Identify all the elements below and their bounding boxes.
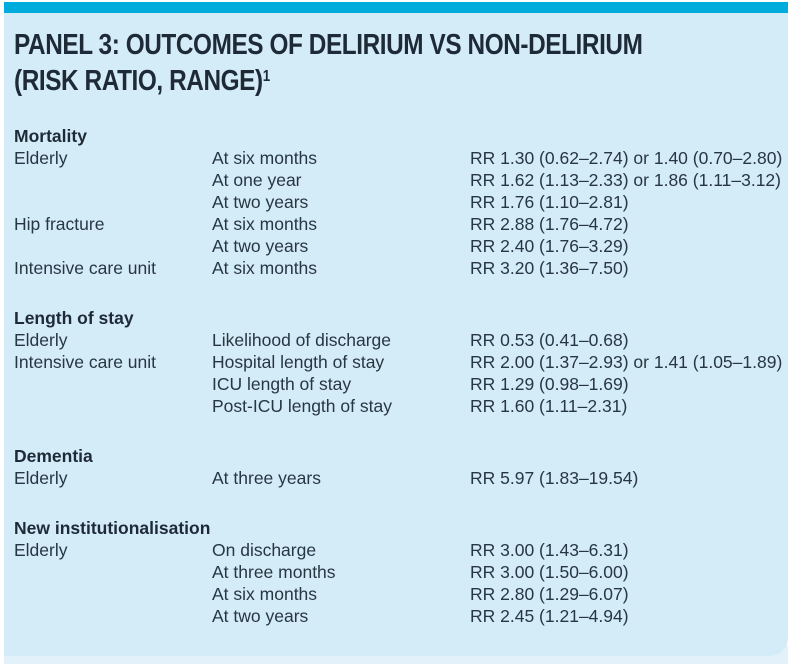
timing-cell: At one year <box>212 170 302 190</box>
outcome-section: Mortality Elderly At six months RR 1.30 … <box>14 125 783 279</box>
table-row: At one year RR 1.62 (1.13–2.33) or 1.86 … <box>14 169 781 191</box>
table-row: At three months RR 3.00 (1.50–6.00) <box>14 561 780 583</box>
risk-ratio-cell: RR 5.97 (1.83–19.54) <box>470 468 639 488</box>
table-row: ICU length of stay RR 1.29 (0.98–1.69) <box>14 373 780 395</box>
table-row: At two years RR 1.76 (1.10–2.81) <box>14 191 780 213</box>
panel-title: PANEL 3: OUTCOMES OF DELIRIUM VS NON-DEL… <box>14 27 657 99</box>
timing-cell: On discharge <box>212 540 317 560</box>
population-cell: Intensive care unit <box>14 352 157 372</box>
table-row: Elderly At three years RR 5.97 (1.83–19.… <box>14 467 780 489</box>
outcomes-panel: PANEL 3: OUTCOMES OF DELIRIUM VS NON-DEL… <box>4 13 788 656</box>
population-cell <box>14 169 212 191</box>
timing-cell: At six months <box>212 258 318 278</box>
risk-ratio-cell: RR 2.00 (1.37–2.93) or 1.41 (1.05–1.89) <box>470 352 783 372</box>
population-cell: Hip fracture <box>14 214 105 234</box>
risk-ratio-cell: RR 1.30 (0.62–2.74) or 1.40 (0.70–2.80) <box>470 148 783 168</box>
timing-cell: At two years <box>212 192 309 212</box>
timing-cell: At six months <box>212 214 318 234</box>
risk-ratio-cell: RR 1.76 (1.10–2.81) <box>470 192 629 212</box>
section-rows: Elderly At three years RR 5.97 (1.83–19.… <box>14 467 780 489</box>
table-row: At two years RR 2.45 (1.21–4.94) <box>14 605 780 627</box>
timing-cell: Hospital length of stay <box>212 352 385 372</box>
timing-cell: Likelihood of discharge <box>212 330 392 350</box>
risk-ratio-cell: RR 0.53 (0.41–0.68) <box>470 330 629 350</box>
panel-title-line1: PANEL 3: OUTCOMES OF DELIRIUM VS NON-DEL… <box>14 29 643 61</box>
risk-ratio-cell: RR 2.45 (1.21–4.94) <box>470 606 629 626</box>
panel-title-line2-text: (RISK RATIO, RANGE) <box>14 65 263 97</box>
section-heading: New institutionalisation <box>14 518 211 538</box>
risk-ratio-cell: RR 3.20 (1.36–7.50) <box>470 258 629 278</box>
population-cell <box>14 605 212 627</box>
risk-ratio-cell: RR 1.60 (1.11–2.31) <box>470 396 628 416</box>
population-cell: Elderly <box>14 330 68 350</box>
risk-ratio-cell: RR 3.00 (1.43–6.31) <box>470 540 629 560</box>
risk-ratio-cell: RR 1.29 (0.98–1.69) <box>470 374 629 394</box>
population-cell: Elderly <box>14 468 68 488</box>
outcome-section: New institutionalisation Elderly On disc… <box>14 517 780 627</box>
section-heading: Dementia <box>14 446 93 466</box>
section-heading: Mortality <box>14 126 87 146</box>
population-cell <box>14 561 212 583</box>
population-cell <box>14 191 212 213</box>
population-cell <box>14 373 212 395</box>
table-row: Elderly Likelihood of discharge RR 0.53 … <box>14 329 780 351</box>
risk-ratio-cell: RR 2.80 (1.29–6.07) <box>470 584 629 604</box>
section-rows: Elderly Likelihood of discharge RR 0.53 … <box>14 329 783 417</box>
population-cell: Elderly <box>14 148 68 168</box>
section-rows: Elderly At six months RR 1.30 (0.62–2.74… <box>14 147 783 279</box>
risk-ratio-cell: RR 2.40 (1.76–3.29) <box>470 236 629 256</box>
risk-ratio-cell: RR 1.62 (1.13–2.33) or 1.86 (1.11–3.12) <box>470 170 781 190</box>
table-row: Elderly At six months RR 1.30 (0.62–2.74… <box>14 147 783 169</box>
timing-cell: At three years <box>212 468 321 488</box>
timing-cell: At two years <box>212 606 309 626</box>
outcome-section: Length of stay Elderly Likelihood of dis… <box>14 307 783 417</box>
timing-cell: At three months <box>212 562 336 582</box>
section-rows: Elderly On discharge RR 3.00 (1.43–6.31)… <box>14 539 780 627</box>
population-cell: Intensive care unit <box>14 258 157 278</box>
outcome-section: Dementia Elderly At three years RR 5.97 … <box>14 445 780 489</box>
table-row: Hip fracture At six months RR 2.88 (1.76… <box>14 213 780 235</box>
risk-ratio-cell: RR 3.00 (1.50–6.00) <box>470 562 629 582</box>
table-row: Intensive care unit At six months RR 3.2… <box>14 257 780 279</box>
table-row: Elderly On discharge RR 3.00 (1.43–6.31) <box>14 539 780 561</box>
section-heading: Length of stay <box>14 308 134 328</box>
population-cell <box>14 583 212 605</box>
timing-cell: At six months <box>212 148 318 168</box>
reference-superscript: 1 <box>262 68 271 85</box>
table-row: Intensive care unit Hospital length of s… <box>14 351 783 373</box>
population-cell: Elderly <box>14 540 68 560</box>
risk-ratio-cell: RR 2.88 (1.76–4.72) <box>470 214 629 234</box>
timing-cell: At six months <box>212 584 318 604</box>
panel-top-accent-bar <box>4 2 788 13</box>
outcomes-table: Mortality Elderly At six months RR 1.30 … <box>14 125 783 627</box>
timing-cell: ICU length of stay <box>212 374 352 394</box>
table-row: At two years RR 2.40 (1.76–3.29) <box>14 235 780 257</box>
population-cell <box>14 235 212 257</box>
population-cell <box>14 395 212 417</box>
panel-title-line2: (RISK RATIO, RANGE)1 <box>14 63 657 99</box>
table-row: At six months RR 2.80 (1.29–6.07) <box>14 583 780 605</box>
timing-cell: At two years <box>212 236 309 256</box>
table-row: Post-ICU length of stay RR 1.60 (1.11–2.… <box>14 395 780 417</box>
timing-cell: Post-ICU length of stay <box>212 396 392 416</box>
